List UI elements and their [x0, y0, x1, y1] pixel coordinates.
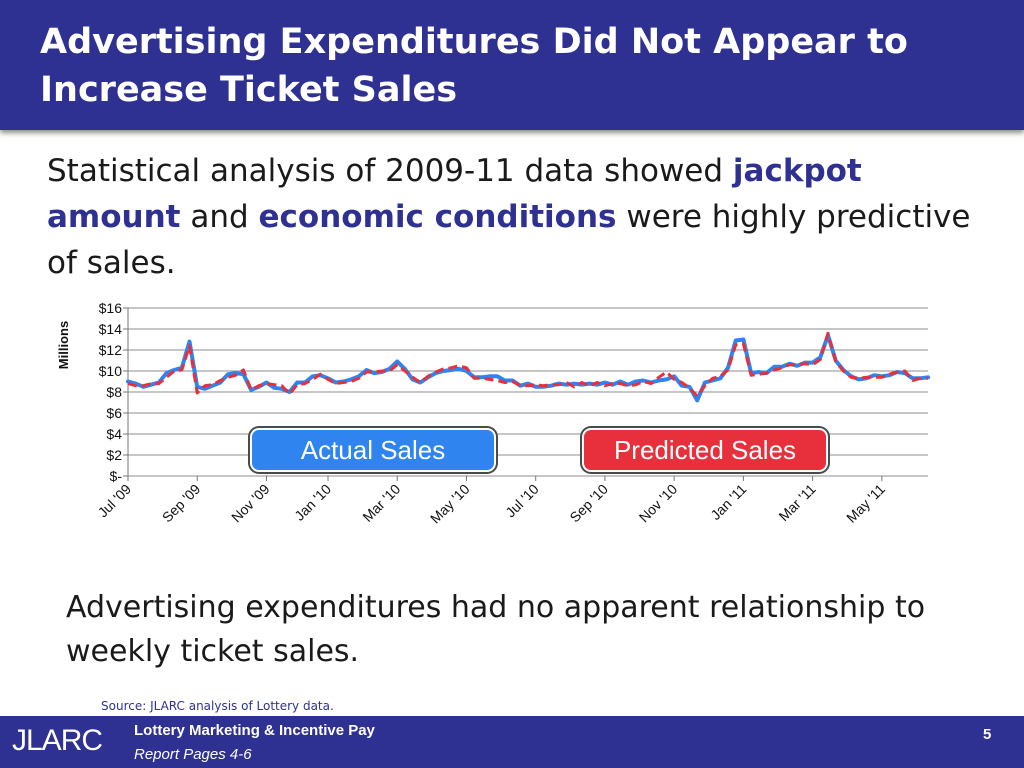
highlight-jackpot-amount: jackpot amount — [47, 153, 862, 235]
y-tick-label-2: $12 — [99, 342, 123, 358]
conclusion-text: Advertising expenditures had no apparent… — [66, 590, 926, 669]
x-tick-label-3: Jan '10 — [291, 481, 334, 524]
x-tick-label-9: Jan '11 — [707, 481, 749, 523]
x-tick-label-7: Sep '10 — [566, 481, 611, 526]
page-number: 5 — [983, 726, 992, 743]
title-bar: Advertising Expenditures Did Not Appear … — [0, 0, 1024, 130]
x-tick-label-5: May '10 — [427, 481, 473, 527]
y-tick-label-6: $4 — [106, 426, 122, 442]
y-tick-label-0: $16 — [99, 300, 123, 316]
page-title: Advertising Expenditures Did Not Appear … — [40, 22, 908, 110]
chart-series — [126, 331, 930, 403]
x-tick-label-4: Mar '10 — [359, 481, 403, 525]
y-tick-label-8: $- — [110, 468, 123, 484]
y-tick-label-5: $6 — [106, 405, 122, 421]
jlarc-logo: JLARC — [12, 724, 103, 757]
intro-part-3: were highly predictive of sales. — [47, 199, 971, 281]
legend-actual-sales: Actual Sales — [252, 430, 494, 470]
x-tick-label-8: Nov '10 — [636, 481, 681, 526]
x-tick-label-1: Sep '09 — [159, 481, 204, 526]
footer-report-title: Lottery Marketing & Incentive Pay — [134, 722, 375, 739]
intro-part-2: and — [180, 199, 259, 235]
series-predicted-sales — [127, 331, 928, 398]
x-tick-label-0: Jul '09 — [95, 481, 135, 521]
x-tick-label-10: Mar '11 — [775, 481, 818, 524]
series-actual-sales — [126, 333, 930, 403]
intro-text: Statistical analysis of 2009-11 data sho… — [47, 148, 997, 286]
y-tick-label-7: $2 — [106, 447, 122, 463]
footer-report-pages: Report Pages 4-6 — [134, 746, 252, 763]
legend-predicted-sales: Predicted Sales — [584, 430, 826, 470]
y-tick-label-4: $8 — [106, 384, 122, 400]
sales-line-chart: $16 $14 $12 $10 $8 $6 $4 $2 $-Jul '09 Sep '09 Nov … — [56, 300, 930, 527]
x-tick-label-2: Nov '09 — [228, 481, 273, 526]
y-tick-label-3: $10 — [99, 363, 123, 379]
intro-part-1: Statistical analysis of 2009-11 data sho… — [47, 153, 733, 189]
x-tick-label-11: May '11 — [843, 481, 888, 526]
source-note: Source: JLARC analysis of Lottery data. — [101, 699, 334, 713]
x-tick-label-6: Jul '10 — [502, 481, 542, 521]
footer-bar — [0, 716, 1024, 768]
y-tick-label-1: $14 — [99, 321, 123, 337]
highlight-economic-conditions: economic conditions — [258, 199, 617, 235]
y-axis-title: Millions — [56, 321, 71, 369]
